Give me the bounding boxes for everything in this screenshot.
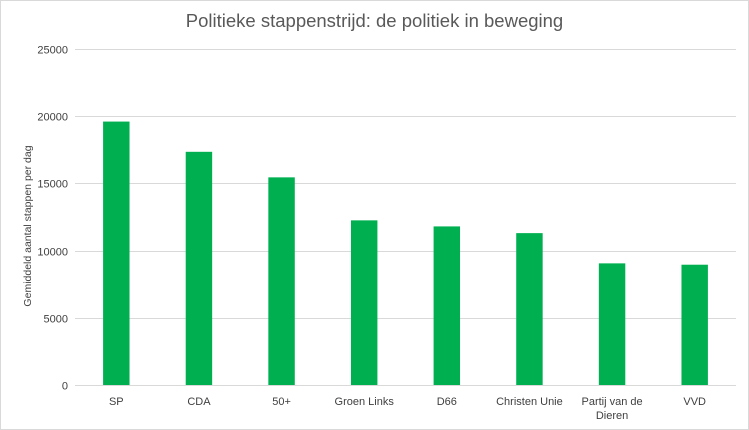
- x-tick-label: Christen Unie: [496, 396, 563, 408]
- x-tick-label: Dieren: [596, 410, 628, 422]
- bar: [681, 264, 708, 385]
- y-tick-label: 5000: [44, 314, 68, 326]
- x-tick-label: VVD: [683, 396, 706, 408]
- y-axis-label: Gemiddeld aantal stappen per dag: [22, 145, 34, 306]
- x-tick-label: 50+: [272, 396, 291, 408]
- y-tick-label: 15000: [37, 179, 68, 191]
- x-axis-ticks: SP CDA 50+ Groen Links D66 Christen Unie Parti…: [109, 396, 706, 422]
- y-tick-label: 10000: [37, 247, 68, 259]
- x-tick-label: SP: [109, 396, 124, 408]
- bar: [350, 220, 378, 385]
- x-tick-label: Groen Links: [335, 396, 395, 408]
- x-tick-label: CDA: [187, 396, 211, 408]
- bar: [598, 263, 626, 385]
- x-tick-label: D66: [437, 396, 457, 408]
- bar: [433, 226, 461, 385]
- chart-title: Politieke stappenstrijd: de politiek in …: [185, 10, 564, 31]
- bar: [103, 121, 130, 386]
- bar: [268, 177, 295, 385]
- gridlines: [75, 49, 736, 386]
- bars: [103, 121, 708, 386]
- bar: [185, 151, 213, 385]
- y-axis-ticks: 0 5000 10000 15000 20000 25000: [37, 45, 68, 393]
- x-tick-label: Partij van de: [581, 396, 642, 408]
- y-tick-label: 0: [62, 381, 68, 393]
- bar: [516, 233, 543, 385]
- y-tick-label: 20000: [37, 112, 68, 124]
- y-tick-label: 25000: [37, 45, 68, 57]
